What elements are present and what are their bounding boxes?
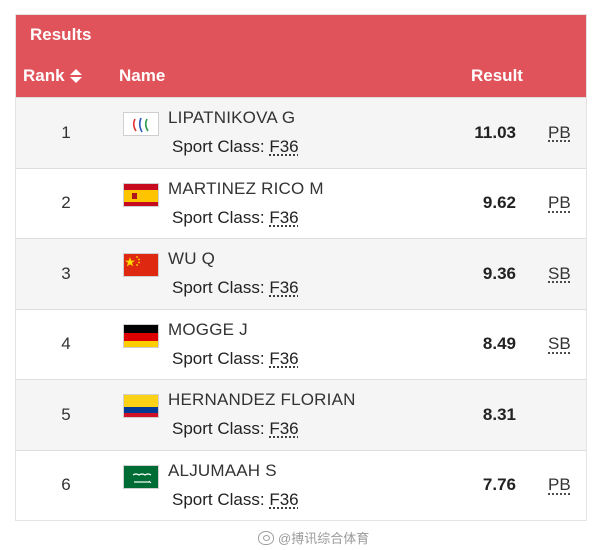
record-badge[interactable]: PB [548,98,571,168]
sport-class-value[interactable]: F36 [269,489,299,509]
table-row: 1 LIPATNIKOVA G Sport Class: F36 11.03 P… [16,97,586,168]
sport-class: Sport Class: F36 [172,137,299,157]
result-column-header: Result [471,66,523,85]
record-label: PB [548,193,571,213]
sport-class-label: Sport Class: [172,489,265,509]
rank-cell: 2 [61,193,71,213]
results-panel: Results Rank Name Result 1 LIPATNIKOVA G… [15,14,587,521]
record-badge[interactable]: SB [548,239,571,309]
athlete-name: ALJUMAAH S [168,460,277,480]
result-value: 9.62 [482,193,516,213]
table-row: 4 MOGGE J Sport Class: F36 8.49 SB [16,308,586,380]
colombia-flag-icon [123,394,159,418]
sport-class: Sport Class: F36 [172,490,299,510]
record-badge[interactable]: PB [548,169,571,239]
germany-flag-icon [123,323,159,348]
record-label: PB [548,122,571,142]
sport-class-label: Sport Class: [172,137,265,156]
record-label: SB [548,334,571,354]
result-value: 8.31 [482,404,516,424]
sport-class-label: Sport Class: [172,207,265,227]
rank-cell: 3 [61,263,71,283]
watermark-text: @搏讯综合体育 [278,531,370,546]
result-value: 8.49 [482,334,516,354]
record-label: PB [548,475,571,495]
athlete-name: MOGGE J [168,319,248,339]
record-label: SB [548,263,571,283]
record-badge[interactable]: SB [548,310,571,380]
sport-class-label: Sport Class: [172,348,265,368]
table-row: 2 MARTINEZ RICO M Sport Class: F36 9.62 … [16,167,586,239]
paralympic-flag-icon [123,112,159,136]
record-badge[interactable]: PB [548,451,571,521]
results-title: Results [30,25,92,44]
rank-cell: 1 [61,122,71,142]
rank-cell: 5 [61,404,71,424]
rank-column-label: Rank [23,66,65,85]
sport-class-label: Sport Class: [172,278,265,297]
result-value: 7.76 [482,475,516,495]
sport-class: Sport Class: F36 [172,349,299,369]
sport-class: Sport Class: F36 [172,208,299,228]
sport-class-label: Sport Class: [172,419,265,438]
saudi-arabia-flag-icon [123,464,159,489]
name-column-header: Name [119,66,166,85]
results-header: Results Rank Name Result [16,15,586,97]
results-list: 1 LIPATNIKOVA G Sport Class: F36 11.03 P… [16,97,586,520]
athlete-name: LIPATNIKOVA G [168,108,296,127]
sport-class-value[interactable]: F36 [269,419,299,438]
athlete-name: WU Q [168,249,216,268]
sort-icon[interactable] [69,69,82,83]
watermark: @搏讯综合体育 [258,528,369,547]
sport-class: Sport Class: F36 [172,419,299,439]
table-row: 6 ALJUMAAH S Sport Class: F36 7.76 PB [16,449,586,521]
sport-class-value[interactable]: F36 [269,207,299,227]
sport-class-value[interactable]: F36 [269,348,299,368]
result-value: 9.36 [482,263,516,283]
rank-cell: 6 [61,475,71,495]
rank-cell: 4 [61,334,71,354]
sport-class-value[interactable]: F36 [269,137,299,156]
spain-flag-icon [123,182,159,207]
rank-column-header[interactable]: Rank [23,66,82,86]
athlete-name: HERNANDEZ FLORIAN [168,390,356,409]
table-row: 3 WU Q Sport Class: F36 9.36 SB [16,238,586,309]
sport-class-value[interactable]: F36 [269,278,299,297]
athlete-name: MARTINEZ RICO M [168,178,324,198]
result-value: 11.03 [474,122,516,142]
china-flag-icon [123,253,159,277]
weibo-icon [258,530,274,545]
table-row: 5 HERNANDEZ FLORIAN Sport Class: F36 8.3… [16,379,586,450]
sport-class: Sport Class: F36 [172,278,299,298]
